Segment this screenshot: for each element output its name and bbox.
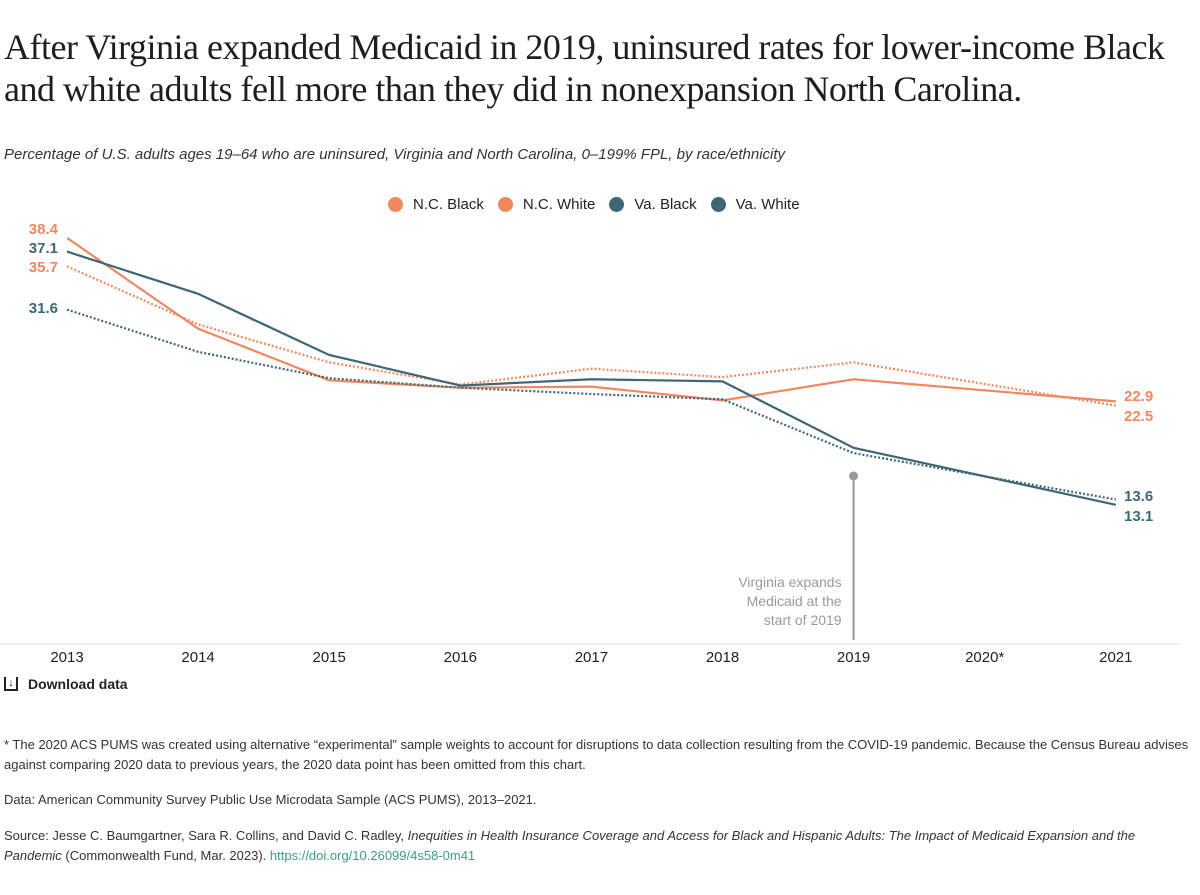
footnote: * The 2020 ACS PUMS was created using al… [4, 737, 1189, 772]
annotation-text: Virginia expands [738, 574, 841, 590]
legend-marker [497, 197, 513, 212]
end-value-label: 13.6 [1124, 488, 1153, 505]
start-value-label: 38.4 [29, 221, 59, 238]
line-chart: 2013 2014 2015 2016 2017 2018 2019 2020* 2021 Vir… [0, 221, 1180, 666]
x-tick-label: 2021 [1099, 649, 1132, 666]
legend-item-nc-white[interactable]: N.C. White [497, 196, 596, 213]
download-data-button[interactable]: ↓ Download data [4, 676, 128, 692]
download-icon: ↓ [4, 677, 18, 691]
legend-marker [710, 197, 726, 212]
x-tick-label: 2015 [313, 649, 346, 666]
start-value-label: 37.1 [29, 240, 58, 257]
legend-label: Va. White [735, 196, 800, 213]
series-line-n-c-white [66, 265, 1116, 407]
legend-label: Va. Black [634, 196, 697, 213]
source-prefix: Source: Jesse C. Baumgartner, Sara R. Co… [4, 828, 408, 843]
chart-title: After Virginia expanded Medicaid in 2019… [4, 27, 1165, 109]
x-tick-label: 2014 [181, 649, 214, 666]
legend-label: N.C. White [522, 196, 596, 213]
data-note: Data: American Community Survey Public U… [4, 792, 537, 807]
series-line-n-c-black [66, 236, 1116, 403]
annotation-text: Medicaid at the [747, 593, 842, 609]
legend-item-nc-black[interactable]: N.C. Black [388, 196, 484, 213]
chart-subtitle: Percentage of U.S. adults ages 19–64 who… [4, 146, 786, 163]
annotation-dot [849, 471, 859, 481]
annotation-text: start of 2019 [764, 612, 842, 628]
end-value-label: 22.9 [1124, 388, 1153, 405]
legend-item-va-white[interactable]: Va. White [710, 196, 800, 213]
legend-label: N.C. Black [413, 196, 484, 213]
legend-item-va-black[interactable]: Va. Black [609, 196, 697, 213]
x-tick-label: 2018 [706, 649, 739, 666]
start-value-label: 31.6 [29, 300, 58, 317]
series-line-va-white [66, 308, 1116, 501]
x-tick-label: 2019 [837, 649, 870, 666]
source-title: Inequities in Health Insurance Coverage … [4, 828, 1136, 863]
source-note: Source: Jesse C. Baumgartner, Sara R. Co… [4, 826, 1194, 866]
download-label: Download data [28, 676, 128, 692]
end-value-label: 22.5 [1124, 408, 1153, 425]
x-tick-label: 2013 [50, 649, 83, 666]
legend-marker [388, 197, 403, 212]
x-tick-label: 2020* [965, 649, 1004, 666]
legend-marker [609, 197, 625, 212]
x-tick-label: 2016 [444, 649, 477, 666]
start-value-label: 35.7 [29, 259, 58, 276]
x-tick-label: 2017 [575, 649, 608, 666]
legend: N.C. Black N.C. White Va. Black Va. Whit… [388, 196, 800, 213]
source-suffix: (Commonwealth Fund, Mar. 2023). [61, 848, 270, 863]
end-value-label: 13.1 [1124, 508, 1153, 525]
series-line-va-black [66, 250, 1117, 506]
source-link[interactable]: https://doi.org/10.26099/4s58-0m41 [269, 848, 476, 863]
